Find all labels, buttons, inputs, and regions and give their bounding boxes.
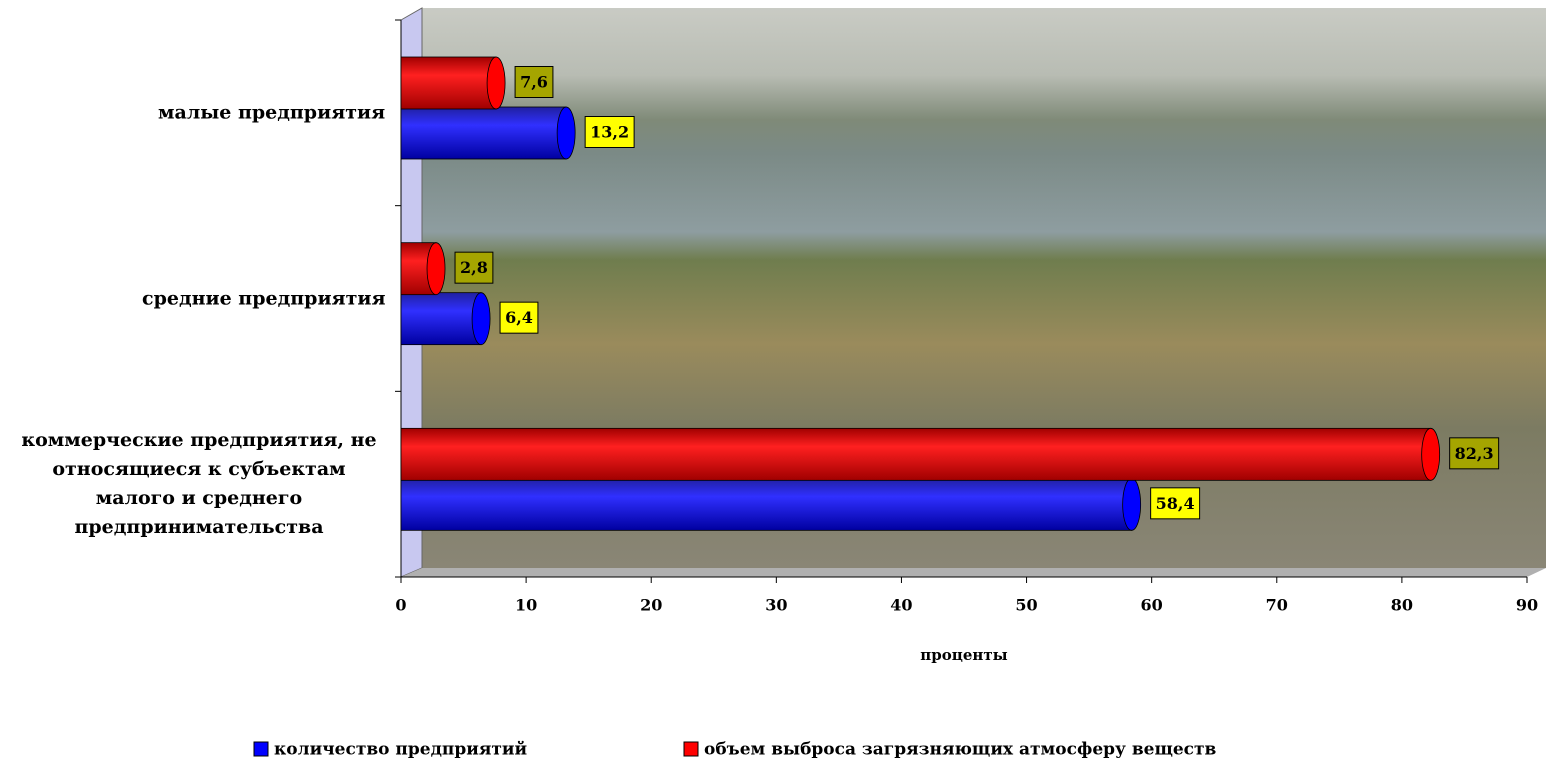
x-tick-label: 90 xyxy=(1516,596,1538,615)
plot-floor xyxy=(401,568,1546,577)
bar-cap xyxy=(1123,478,1141,530)
value-label: 82,3 xyxy=(1455,444,1494,463)
legend-swatch xyxy=(684,742,698,756)
bar-cap xyxy=(1422,428,1440,480)
bar-cap xyxy=(427,243,445,295)
bar-cap xyxy=(472,293,490,345)
legend-swatch xyxy=(254,742,268,756)
bar xyxy=(401,428,1431,480)
value-label: 13,2 xyxy=(590,123,629,142)
y-tick-label: средние предприятия xyxy=(142,284,385,313)
y-tick-label: малые предприятия xyxy=(158,99,385,128)
y-tick-label: коммерческие предприятия, не относящиеся… xyxy=(13,426,385,542)
value-label: 2,8 xyxy=(460,258,488,277)
x-tick-label: 70 xyxy=(1266,596,1288,615)
legend-label: объем выброса загрязняющих атмосферу вещ… xyxy=(704,740,1217,760)
x-tick-label: 0 xyxy=(395,596,406,615)
legend-label: количество предприятий xyxy=(274,740,528,760)
page: проценты 0 10 20 30 40 50 60 70 80 90 13,2 7,6 6,4 2,… xyxy=(0,0,1546,766)
x-tick-label: 10 xyxy=(515,596,537,615)
value-label: 6,4 xyxy=(505,308,533,327)
x-tick-label: 40 xyxy=(890,596,912,615)
bar-cap xyxy=(487,57,505,109)
value-label: 58,4 xyxy=(1156,494,1195,513)
x-tick-label: 50 xyxy=(1015,596,1037,615)
bar xyxy=(401,107,566,159)
x-tick-label: 60 xyxy=(1141,596,1163,615)
value-label: 7,6 xyxy=(520,73,548,92)
bar xyxy=(401,293,481,345)
bar-cap xyxy=(557,107,575,159)
x-tick-label: 80 xyxy=(1391,596,1413,615)
bar xyxy=(401,478,1132,530)
x-tick-label: 20 xyxy=(640,596,662,615)
bar xyxy=(401,57,496,109)
x-tick-label: 30 xyxy=(765,596,787,615)
x-axis-title: проценты xyxy=(920,646,1007,664)
